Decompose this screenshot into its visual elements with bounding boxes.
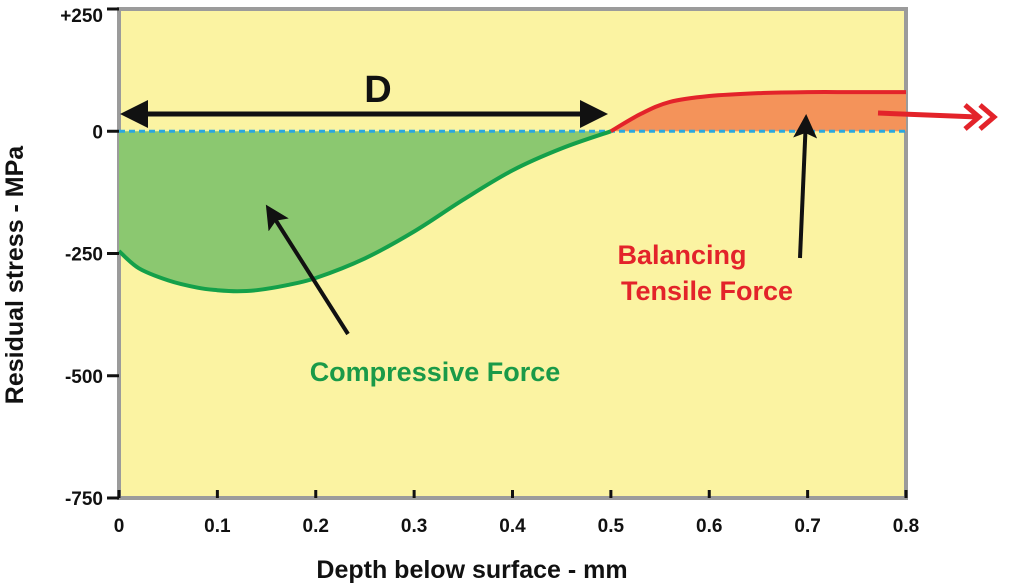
y-tick-label: +250 — [60, 6, 103, 27]
x-tick-label: 0.3 — [401, 516, 427, 537]
depth-d-arrow — [120, 100, 608, 128]
x-tick-label: 0.6 — [696, 516, 722, 537]
tensile-stress-curve — [609, 90, 906, 134]
tensile-force-label-line2: Tensile Force — [621, 276, 793, 306]
continuation-arrow — [877, 103, 998, 131]
x-tick-label: 0.1 — [204, 516, 231, 537]
compressive-pointer-arrow — [265, 204, 350, 336]
y-tick-label: -500 — [65, 367, 103, 388]
x-tick-label: 0.4 — [499, 516, 526, 537]
x-axis-title: Depth below surface - mm — [316, 556, 627, 584]
x-tick-label: 0 — [114, 516, 125, 537]
x-tick-label: 0.7 — [794, 516, 820, 537]
y-axis-ticks: +250 0 -250 -500 -750 — [60, 6, 119, 510]
x-tick-label: 0.2 — [303, 516, 329, 537]
y-tick-label: -750 — [65, 489, 103, 510]
tensile-force-label-line1: Balancing — [617, 240, 746, 270]
depth-d-label: D — [364, 69, 391, 111]
compressive-force-label: Compressive Force — [310, 357, 561, 387]
compressive-area — [119, 131, 611, 292]
y-tick-label: -250 — [65, 245, 103, 266]
x-tick-label: 0.8 — [893, 516, 919, 537]
x-axis-ticks: 0 0.1 0.2 0.3 0.4 0.5 0.6 0.7 0.8 — [114, 490, 919, 537]
x-tick-label: 0.5 — [598, 516, 625, 537]
tensile-area — [610, 92, 906, 132]
y-axis-title: Residual stress - MPa — [1, 145, 29, 405]
y-tick-label: 0 — [92, 122, 103, 143]
compressive-stress-curve — [117, 129, 612, 294]
tensile-pointer-arrow — [793, 114, 818, 259]
